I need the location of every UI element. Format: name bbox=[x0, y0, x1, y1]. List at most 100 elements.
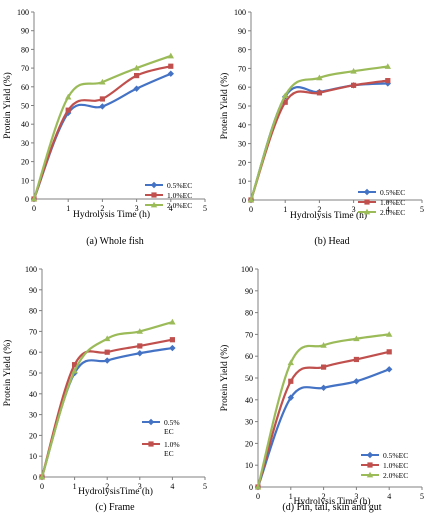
data-point bbox=[134, 72, 140, 79]
data-point bbox=[99, 78, 106, 85]
data-point bbox=[65, 93, 72, 100]
data-point bbox=[167, 52, 174, 59]
x-tick-label: 2 bbox=[105, 482, 109, 491]
legend-label: 0.5%EC bbox=[380, 188, 405, 197]
legend-label: 2.0%EC bbox=[380, 208, 405, 217]
legend-item: 0.5%EC bbox=[145, 181, 192, 190]
y-tick-label: 100 bbox=[25, 265, 37, 274]
y-tick-label: 0 bbox=[249, 483, 253, 492]
legend-label: 0.5%EC bbox=[164, 418, 180, 436]
series-line bbox=[32, 72, 172, 200]
x-tick-label: 0 bbox=[32, 204, 36, 213]
y-tick-label: 0 bbox=[242, 196, 246, 205]
x-tick-label: 4 bbox=[170, 482, 174, 491]
x-tick-label: 1 bbox=[66, 204, 70, 213]
chart-panel-fin-tail-skin-gut: 0 10 20 30 40 50 60 70 80 90 100 0 1 2 3 4 5 Hydrolysis T… bbox=[217, 259, 434, 518]
y-tick-label: 0 bbox=[25, 195, 29, 204]
x-tick-label: 5 bbox=[420, 492, 424, 501]
data-point bbox=[104, 335, 111, 342]
data-point bbox=[30, 195, 38, 202]
data-point bbox=[104, 349, 110, 355]
y-tick-label: 80 bbox=[21, 45, 29, 54]
y-tick-label: 10 bbox=[21, 176, 29, 185]
data-point bbox=[320, 342, 327, 348]
y-tick-label: 20 bbox=[238, 158, 246, 167]
y-tick-label: 20 bbox=[29, 431, 37, 440]
legend-label: 1.0%EC bbox=[167, 191, 192, 200]
y-tick-label: 90 bbox=[238, 27, 246, 36]
data-point bbox=[167, 70, 174, 77]
legend-label: 0.5%EC bbox=[167, 181, 192, 190]
legend-item: 2.0%EC bbox=[145, 201, 192, 210]
data-point bbox=[288, 378, 294, 384]
x-tick-label: 2 bbox=[100, 204, 104, 213]
data-point bbox=[99, 103, 106, 110]
chart-panel-whole-fish: 0 10 20 30 40 50 60 70 80 90 100 0 1 2 3 4 5 Hydrolysis T… bbox=[0, 0, 217, 259]
data-point bbox=[351, 82, 357, 88]
y-tick-label: 90 bbox=[245, 287, 253, 296]
x-tick-label: 3 bbox=[138, 482, 142, 491]
legend-marker bbox=[366, 471, 374, 478]
data-point bbox=[169, 337, 175, 343]
legend-label: 2.0%EC bbox=[383, 471, 408, 480]
y-axis-label: Protein Yield (%) bbox=[2, 72, 13, 139]
legend-marker bbox=[150, 201, 158, 208]
legend: 0.5%EC1.0%EC2.0%EC bbox=[145, 181, 192, 210]
x-tick-label: 4 bbox=[386, 205, 390, 214]
legend-marker bbox=[148, 441, 154, 447]
x-tick-label: 1 bbox=[289, 492, 293, 501]
chart-frame: 0 10 20 30 40 50 60 70 80 90 100 0 1 2 3 4 5 HydrolysisTi… bbox=[2, 265, 207, 497]
data-point bbox=[384, 63, 391, 69]
data-point bbox=[137, 343, 143, 349]
legend-marker bbox=[150, 181, 158, 189]
legend-item: 2.0%EC bbox=[358, 208, 405, 217]
data-point bbox=[65, 107, 71, 113]
x-axis-label: Hydrolysis Time (h) bbox=[293, 496, 370, 507]
x-tick-label: 0 bbox=[249, 205, 253, 214]
y-tick-label: 70 bbox=[21, 64, 29, 73]
series-2 bbox=[254, 331, 393, 490]
x-tick-label: 3 bbox=[354, 492, 358, 501]
x-tick-label: 0 bbox=[256, 492, 260, 501]
legend-item: 1.0%EC bbox=[145, 191, 192, 200]
legend-item: 0.5%EC bbox=[361, 451, 408, 460]
chart-caption: (b) Head bbox=[314, 236, 350, 247]
x-tick-label: 1 bbox=[283, 205, 287, 214]
data-point bbox=[353, 356, 359, 363]
x-tick-label: 1 bbox=[73, 482, 77, 491]
legend-item: 0.5%EC bbox=[142, 418, 180, 436]
y-axis-label: Protein Yield (%) bbox=[219, 345, 230, 412]
data-point bbox=[169, 344, 176, 352]
legend: 0.5% EC 1.0% EC bbox=[142, 418, 180, 458]
data-point bbox=[353, 378, 360, 385]
legend-label: 1.0%EC bbox=[164, 440, 180, 458]
data-point bbox=[99, 96, 105, 102]
y-tick-label: 60 bbox=[29, 348, 37, 357]
chart-caption: (d) Fin, tail, skin and gut bbox=[282, 502, 382, 513]
y-tick-label: 40 bbox=[245, 396, 253, 405]
y-tick-label: 50 bbox=[245, 374, 253, 383]
x-tick-label: 4 bbox=[169, 204, 173, 213]
data-point bbox=[71, 367, 78, 374]
data-point bbox=[254, 483, 262, 490]
legend-marker bbox=[151, 192, 157, 198]
data-point bbox=[316, 74, 323, 81]
series-2 bbox=[30, 52, 174, 202]
data-point bbox=[316, 90, 322, 96]
data-point bbox=[282, 99, 288, 105]
series-line bbox=[249, 82, 388, 201]
y-tick-label: 60 bbox=[21, 83, 29, 92]
y-tick-label: 100 bbox=[17, 8, 29, 17]
legend-item: 0.5%EC bbox=[358, 188, 405, 197]
x-tick-label: 0 bbox=[40, 482, 44, 491]
series-line bbox=[249, 65, 388, 201]
chart-head: 0 10 20 30 40 50 60 70 80 90 100 0 1 2 3 4 5 Hydrolysis T… bbox=[219, 8, 424, 221]
data-point bbox=[282, 92, 289, 99]
x-tick-label: 3 bbox=[352, 205, 356, 214]
x-axis-label: HydrolysisTime (h) bbox=[78, 486, 153, 497]
data-point bbox=[72, 362, 78, 368]
x-axis-label: Hydrolysis Time (h) bbox=[290, 210, 367, 221]
data-point bbox=[136, 328, 143, 334]
y-tick-label: 0 bbox=[33, 473, 37, 482]
data-point bbox=[247, 196, 255, 203]
